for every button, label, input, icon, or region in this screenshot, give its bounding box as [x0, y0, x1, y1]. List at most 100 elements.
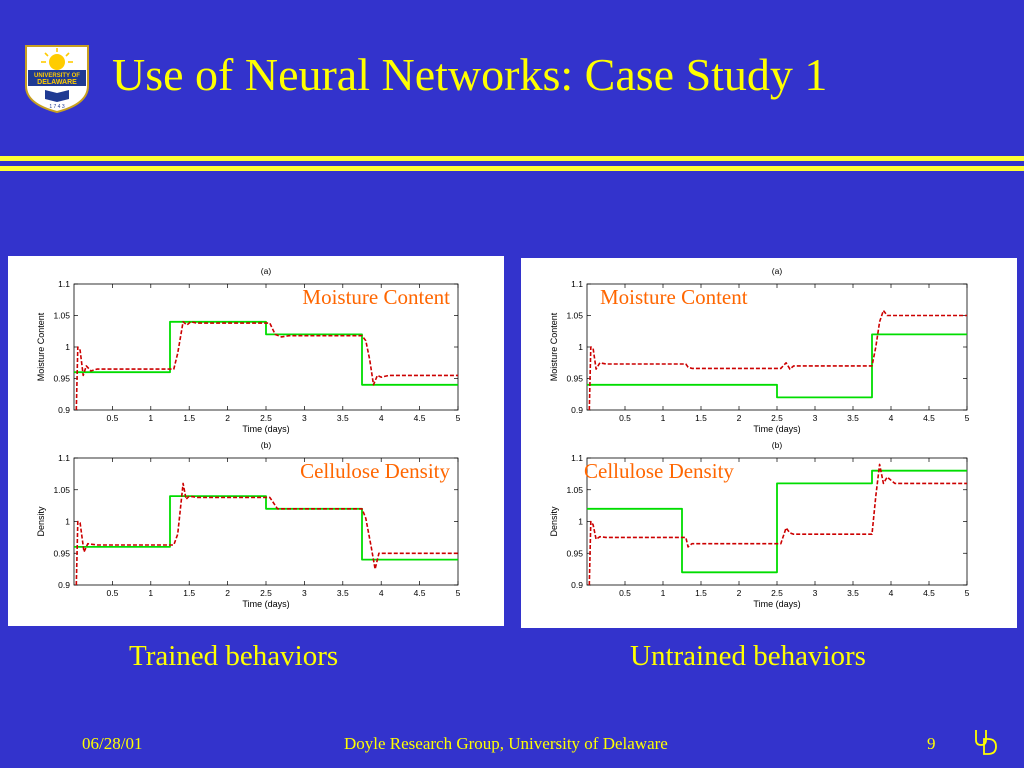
title-rule-bottom: [0, 166, 1024, 171]
y-tick-label: 1: [578, 342, 583, 352]
series-line-red-dashed: [75, 321, 458, 411]
x-tick-label: 5: [456, 413, 461, 423]
y-tick-label: 0.95: [53, 374, 70, 384]
x-tick-label: 2: [225, 413, 230, 423]
x-tick-label: 4: [889, 588, 894, 598]
x-tick-label: 1.5: [695, 588, 707, 598]
x-tick-label: 1: [661, 588, 666, 598]
series-line-green-solid: [74, 320, 458, 386]
untrained-figure-panel: 0.9 0.95 1 1.05 1.1 0.5 1 1.5 2 2.5 3 3.5 4 4.5 5 (a) Ti…: [521, 258, 1017, 628]
y-tick-label: 1: [578, 517, 583, 527]
x-tick-label: 0.5: [106, 588, 118, 598]
y-axis-label: Density: [36, 506, 46, 537]
series-line-green-solid: [587, 333, 967, 399]
ud-monogram-icon: [975, 730, 997, 755]
overlay-label: Moisture Content: [600, 285, 748, 309]
y-tick-label: 1.1: [58, 453, 70, 463]
x-tick-label: 1: [148, 413, 153, 423]
x-tick-label: 2.5: [260, 588, 272, 598]
y-tick-label: 0.95: [53, 548, 70, 558]
x-axis-label: Time (days): [753, 599, 800, 609]
x-tick-label: 0.5: [619, 413, 631, 423]
x-tick-label: 1.5: [183, 588, 195, 598]
trained-figure-panel: 0.9 0.95 1 1.05 1.1 0.5 1 1.5 2 2.5 3 3.5 4 4.5 5 (a) Ti…: [8, 256, 504, 626]
y-tick-label: 1.05: [566, 485, 583, 495]
footer-center-text: Doyle Research Group, University of Dela…: [344, 734, 668, 753]
y-tick-label: 0.9: [571, 580, 583, 590]
chart-trained-density: 0.9 0.95 1 1.05 1.1 0.5 1 1.5 2 2.5 3 3.5 4 4.5 5 (b) Ti…: [36, 440, 461, 609]
y-tick-label: 1: [65, 342, 70, 352]
logo-text-line-3: 1 7 4 3: [49, 104, 65, 110]
x-tick-label: 2.5: [771, 588, 783, 598]
x-tick-label: 2: [737, 588, 742, 598]
x-tick-label: 5: [456, 588, 461, 598]
x-tick-label: 5: [965, 588, 970, 598]
caption-trained: Trained behaviors: [129, 640, 339, 672]
y-axis-label: Density: [549, 506, 559, 537]
x-tick-label: 3.5: [337, 413, 349, 423]
subplot-title: (a): [261, 266, 272, 276]
x-tick-label: 2.5: [771, 413, 783, 423]
chart-untrained-density: 0.9 0.95 1 1.05 1.1 0.5 1 1.5 2 2.5 3 3.5 4 4.5 5 (b) Ti…: [549, 440, 970, 609]
x-tick-label: 4: [379, 588, 384, 598]
x-axis-label: Time (days): [753, 424, 800, 434]
y-tick-label: 1.1: [58, 279, 70, 289]
series-line-red-dashed: [75, 482, 458, 586]
y-tick-label: 1.05: [53, 311, 70, 321]
x-tick-label: 4.5: [414, 413, 426, 423]
y-tick-label: 1.05: [53, 485, 70, 495]
x-tick-label: 2: [737, 413, 742, 423]
x-tick-label: 0.5: [106, 413, 118, 423]
overlay-label: Moisture Content: [302, 285, 450, 309]
footer-date: 06/28/01: [82, 734, 143, 753]
y-tick-label: 1.05: [566, 311, 583, 321]
x-tick-label: 2: [225, 588, 230, 598]
logo-text-line-1: UNIVERSITY OF: [34, 73, 80, 79]
x-tick-label: 3: [813, 413, 818, 423]
untrained-figure: 0.9 0.95 1 1.05 1.1 0.5 1 1.5 2 2.5 3 3.5 4 4.5 5 (a) Ti…: [549, 266, 970, 609]
y-axis-label: Moisture Content: [549, 312, 559, 381]
y-tick-label: 1.1: [571, 453, 583, 463]
y-tick-label: 1.1: [571, 279, 583, 289]
x-tick-label: 3: [302, 588, 307, 598]
university-of-delaware-logo: UNIVERSITY OF DELAWARE 1 7 4 3: [25, 45, 89, 114]
x-tick-label: 1: [661, 413, 666, 423]
x-tick-label: 3.5: [847, 413, 859, 423]
book-icon: [45, 90, 69, 102]
y-tick-label: 0.9: [58, 580, 70, 590]
y-tick-label: 1: [65, 517, 70, 527]
x-tick-label: 4: [889, 413, 894, 423]
series-line-red-dashed: [588, 463, 967, 586]
chart-untrained-moisture: 0.9 0.95 1 1.05 1.1 0.5 1 1.5 2 2.5 3 3.5 4 4.5 5 (a) Ti…: [549, 266, 970, 434]
slide-title: Use of Neural Networks: Case Study 1: [112, 49, 828, 100]
x-tick-label: 3: [302, 413, 307, 423]
x-tick-label: 4.5: [923, 588, 935, 598]
x-tick-label: 2.5: [260, 413, 272, 423]
y-tick-label: 0.95: [566, 548, 583, 558]
y-axis-label: Moisture Content: [36, 312, 46, 381]
y-tick-label: 0.95: [566, 374, 583, 384]
caption-untrained: Untrained behaviors: [630, 640, 866, 672]
sun-icon: [41, 48, 73, 70]
x-axis-label: Time (days): [242, 424, 289, 434]
subplot-title: (b): [772, 440, 783, 450]
overlay-label: Cellulose Density: [300, 459, 450, 483]
series-line-green-solid: [74, 495, 458, 561]
x-tick-label: 3.5: [847, 588, 859, 598]
x-axis-label: Time (days): [242, 599, 289, 609]
series-line-red-dashed: [588, 309, 967, 411]
x-tick-label: 4: [379, 413, 384, 423]
x-tick-label: 4.5: [923, 413, 935, 423]
subplot-title: (b): [261, 440, 272, 450]
footer-page-number: 9: [927, 734, 936, 753]
x-tick-label: 4.5: [414, 588, 426, 598]
subplot-title: (a): [772, 266, 783, 276]
trained-figure: 0.9 0.95 1 1.05 1.1 0.5 1 1.5 2 2.5 3 3.5 4 4.5 5 (a) Ti…: [36, 266, 461, 609]
y-tick-label: 0.9: [571, 405, 583, 415]
chart-trained-moisture: 0.9 0.95 1 1.05 1.1 0.5 1 1.5 2 2.5 3 3.5 4 4.5 5 (a) Ti…: [36, 266, 461, 434]
x-tick-label: 1.5: [183, 413, 195, 423]
x-tick-label: 1.5: [695, 413, 707, 423]
x-tick-label: 1: [148, 588, 153, 598]
x-tick-label: 0.5: [619, 588, 631, 598]
overlay-label: Cellulose Density: [584, 459, 734, 483]
